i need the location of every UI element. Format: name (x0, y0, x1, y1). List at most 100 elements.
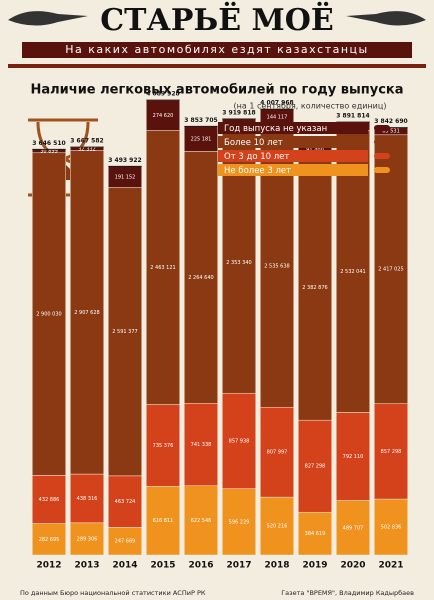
value-label: 857 938 (229, 438, 250, 444)
bar-segment (374, 403, 408, 500)
value-label: 792 110 (343, 454, 364, 460)
value-label: 2 353 340 (226, 260, 251, 266)
total-label: 3 667 582 (70, 137, 103, 144)
value-label: 2 907 628 (74, 310, 99, 316)
value-label: 741 338 (191, 442, 212, 448)
value-label: 2 532 041 (340, 269, 365, 275)
bar-segment (184, 403, 218, 486)
total-label: 3 842 690 (374, 118, 407, 125)
bar-segment (32, 152, 66, 476)
x-tick-label: 2021 (378, 561, 403, 571)
legend-swatch (218, 164, 368, 176)
x-tick-label: 2013 (74, 561, 99, 571)
bar-segment (336, 412, 370, 501)
bar-segment (146, 99, 180, 131)
value-label: 489 707 (343, 525, 364, 531)
value-label: 2 591 377 (112, 329, 137, 335)
legend-car (374, 167, 390, 173)
total-label: 4 007 968 (260, 100, 293, 107)
value-label: 30 899 (40, 149, 58, 155)
rule (8, 64, 426, 68)
legend-label: От 3 до 10 лет (224, 152, 289, 162)
value-label: 807 997 (267, 450, 288, 456)
bar-segment (146, 130, 180, 405)
bar-segment (108, 527, 142, 556)
value-label: 384 619 (305, 531, 326, 537)
x-tick-label: 2017 (226, 561, 251, 571)
subtitle-band (22, 42, 412, 58)
total-label: 3 853 705 (184, 117, 217, 124)
value-label: 502 836 (381, 525, 402, 531)
source: По данным Бюро национальной статистики А… (20, 589, 206, 597)
value-label: 520 216 (267, 524, 288, 530)
x-tick-label: 2014 (112, 561, 137, 571)
bar-segment (70, 150, 104, 475)
value-label: 2 382 876 (302, 285, 327, 291)
bar-segment (298, 154, 332, 421)
header-subtitle: На каких автомобилях ездят казахстанцы (65, 43, 368, 56)
total-label: 3 646 510 (32, 140, 65, 147)
value-label: 144 117 (267, 115, 288, 121)
bar-segment (108, 475, 142, 528)
bar-segment (222, 392, 256, 489)
total-label: 4 089 928 (146, 91, 179, 98)
banner (4, 2, 430, 40)
hand-left (8, 11, 88, 26)
bar-segment (184, 126, 218, 152)
header-title: СТАРЬЁ МОЁ (100, 1, 333, 38)
bar-segment (70, 473, 104, 524)
value-label: 827 298 (305, 464, 326, 470)
legend-swatch (218, 136, 368, 148)
value-label: 247 669 (115, 539, 136, 545)
value-label: 432 886 (39, 497, 60, 503)
bar-segment (70, 522, 104, 556)
x-tick-label: 2018 (264, 561, 289, 571)
x-tick-label: 2019 (302, 561, 327, 571)
legend-swatch (218, 122, 368, 134)
bar-segment (374, 498, 408, 556)
legend-label: Более 10 лет (224, 138, 283, 148)
bar-segment (108, 187, 142, 477)
hand-right (346, 11, 426, 26)
bar-segment (146, 486, 180, 556)
value-label: 274 620 (153, 113, 174, 119)
value-label: 2 535 638 (264, 264, 289, 270)
legend-car (374, 139, 390, 145)
value-label: 622 546 (191, 518, 212, 524)
bar-segment (260, 406, 294, 498)
bar-segment (222, 488, 256, 556)
legend-label: Год выпуска не указан (224, 124, 327, 134)
value-label: 735 376 (153, 443, 174, 449)
value-label: 2 264 640 (188, 275, 213, 281)
value-label: 32 332 (78, 146, 96, 152)
value-label: 2 900 030 (36, 312, 61, 318)
value-label: 2 463 121 (150, 265, 175, 271)
total-label: 3 891 814 (336, 113, 369, 120)
chart-title: Наличие легковых автомобилей по году вып… (30, 83, 403, 98)
value-label: 2 417 025 (378, 267, 403, 273)
value-label: 857 298 (381, 449, 402, 455)
bar-segment (184, 485, 218, 556)
legend-car (374, 125, 390, 131)
legend-car (374, 153, 390, 159)
x-tick-label: 2020 (340, 561, 365, 571)
value-label: 289 306 (77, 536, 98, 542)
value-label: 65 531 (382, 129, 400, 135)
bar-segment (184, 151, 218, 404)
chart-subtitle: (на 1 сентября, количество единиц) (234, 102, 387, 111)
value-label: 438 316 (77, 496, 98, 502)
x-tick-label: 2015 (150, 561, 175, 571)
total-label: 3 493 922 (108, 157, 141, 164)
legend-label: Не более 3 лет (224, 166, 291, 176)
x-tick-label: 2012 (36, 561, 61, 571)
bar-segment (298, 511, 332, 556)
value-label: 463 724 (115, 499, 136, 505)
legend-swatch (218, 150, 368, 162)
value-label: 225 181 (191, 136, 212, 142)
bar-segment (32, 523, 66, 556)
value-label: 191 152 (115, 174, 136, 180)
total-label: 3 919 818 (222, 109, 255, 116)
credit: Газета "ВРЕМЯ", Владимир Кадырбаев (281, 589, 414, 597)
bar-segment (32, 475, 66, 524)
